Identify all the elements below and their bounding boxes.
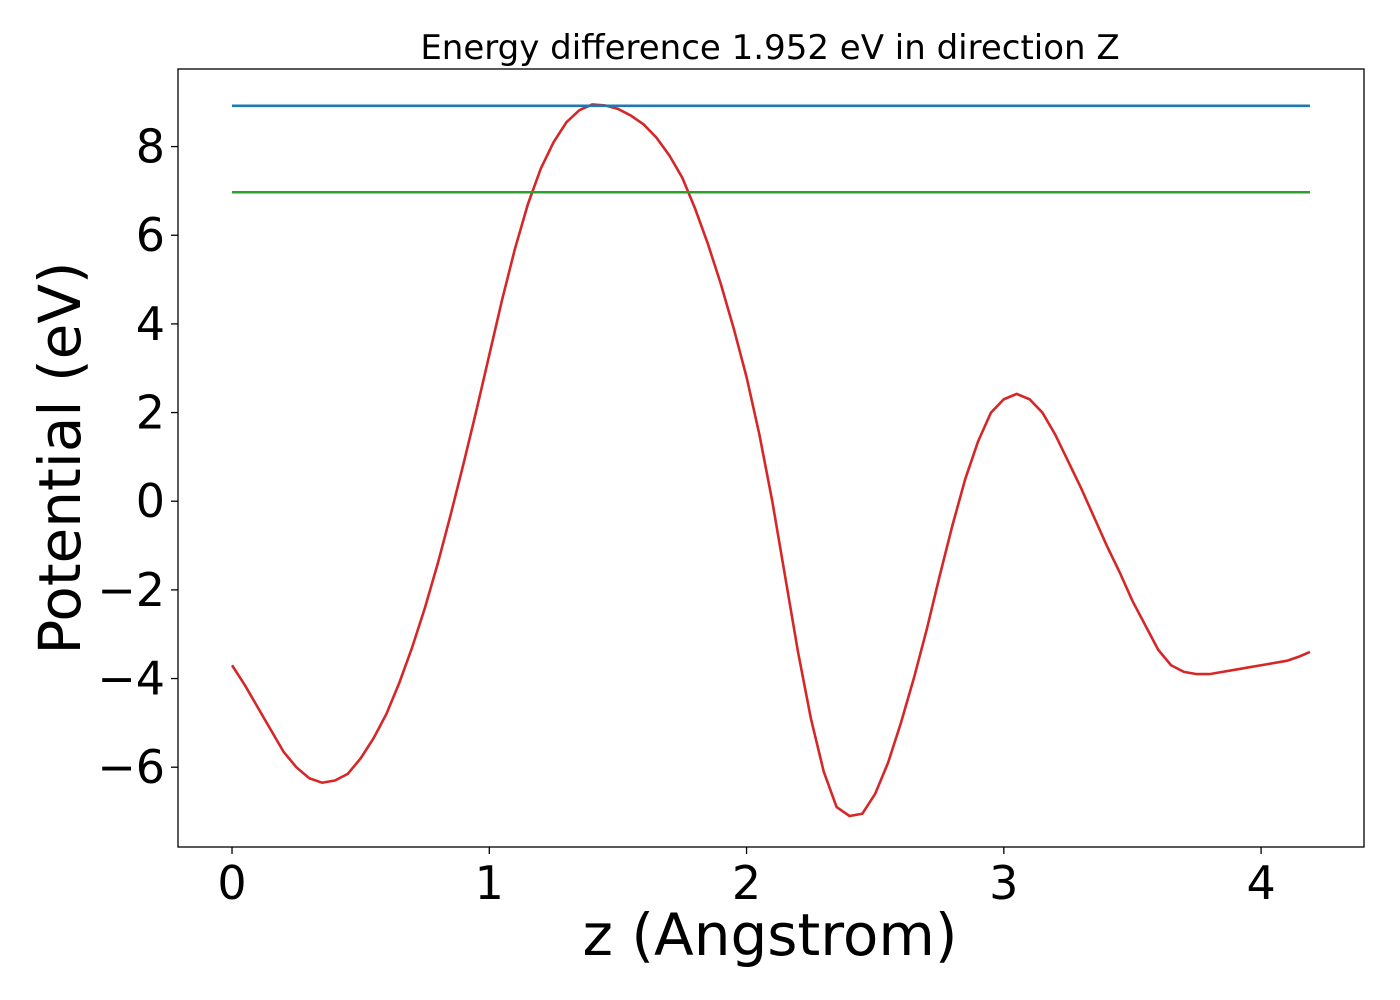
x-axis-label: z (Angstrom) <box>583 901 958 969</box>
plot-area <box>230 103 1311 818</box>
x-tick-label: 2 <box>732 856 761 910</box>
x-tick-label: 3 <box>989 856 1018 910</box>
y-tick-label: −2 <box>97 563 165 617</box>
y-tick-label: −4 <box>97 652 165 706</box>
y-tick-label: 8 <box>136 120 165 174</box>
y-tick-label: 2 <box>136 386 165 440</box>
series-line-0 <box>230 103 1311 818</box>
y-axis-label: Potential (eV) <box>26 261 94 654</box>
y-tick-label: 6 <box>136 208 165 262</box>
chart-title: Energy difference 1.952 eV in direction … <box>420 28 1119 68</box>
x-tick-label: 1 <box>475 856 504 910</box>
y-tick-label: −6 <box>97 740 165 794</box>
y-tick-label: 0 <box>136 474 165 528</box>
axes-frame <box>177 68 1365 848</box>
x-tick-label: 0 <box>217 856 246 910</box>
y-axis: −6 −4 −2 0 2 4 6 8 <box>97 120 178 794</box>
y-tick-label: 4 <box>136 297 165 351</box>
x-axis: 0 1 2 3 4 <box>217 847 1276 910</box>
x-tick-label: 4 <box>1246 856 1275 910</box>
